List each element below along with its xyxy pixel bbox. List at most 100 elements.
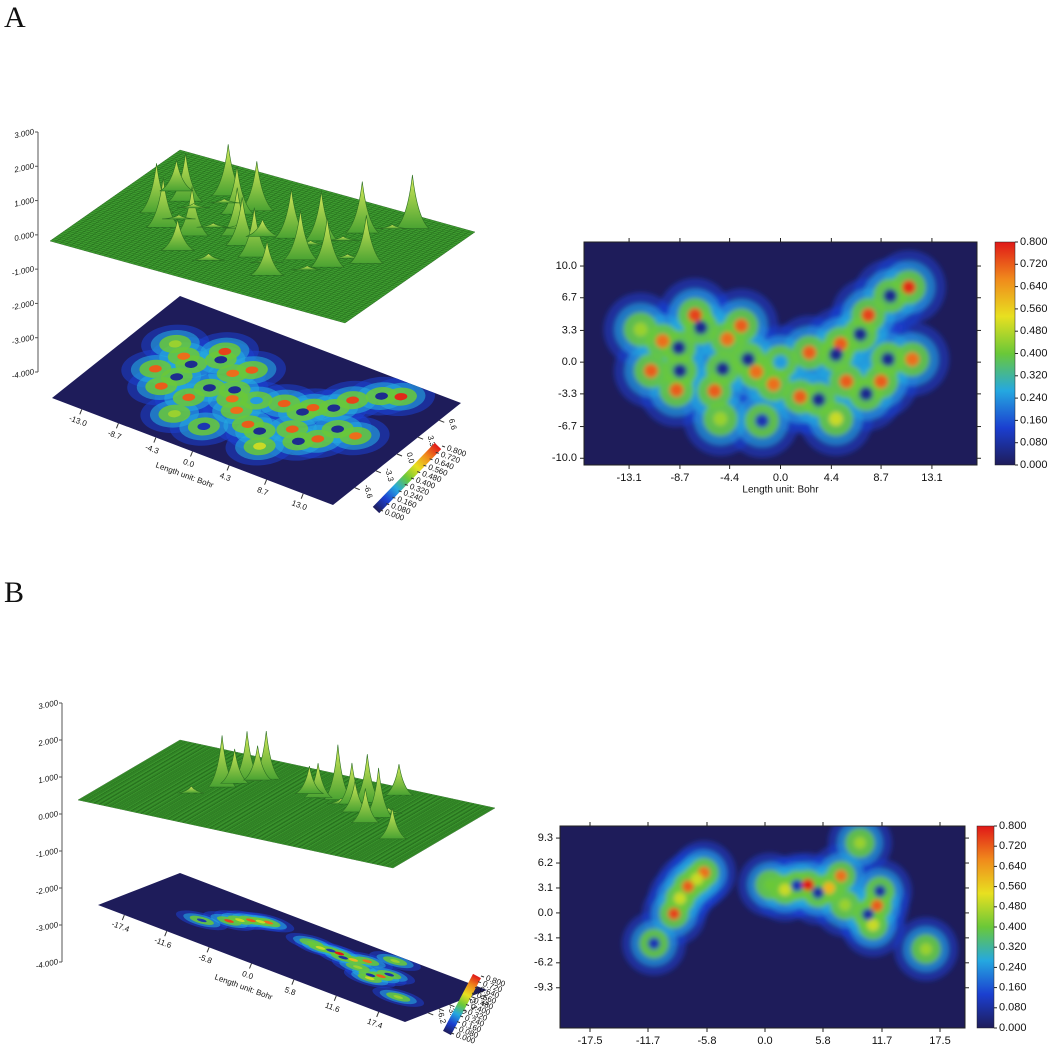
density-peak — [148, 365, 162, 373]
projection — [175, 910, 425, 1007]
x-tick — [190, 451, 193, 457]
density-peak — [390, 959, 400, 963]
density-peak — [253, 427, 267, 435]
density-peak — [384, 972, 395, 977]
x-tick-label: 0.0 — [757, 1035, 772, 1047]
density-peak — [901, 280, 916, 295]
surface-peak — [377, 807, 408, 840]
density-peak — [196, 918, 207, 923]
density-peak — [713, 411, 728, 426]
y-tick-label: 0.0 — [562, 356, 577, 368]
colorbar — [994, 241, 1016, 466]
density-peak — [655, 334, 670, 348]
density-peak — [362, 959, 373, 964]
x-tick-label: -17.5 — [577, 1035, 602, 1047]
surface-peak — [303, 191, 339, 242]
surface-peak — [290, 265, 324, 271]
y-tick-label: 6.6 — [447, 418, 459, 432]
z-tick-label: -1.000 — [11, 264, 36, 278]
density-peak — [348, 958, 359, 962]
surface-peak — [344, 181, 380, 234]
colorbar-tick — [480, 975, 485, 978]
mesh-line — [388, 807, 490, 867]
surface-peak — [309, 217, 345, 268]
density-peak — [255, 919, 266, 924]
colorbar-tick-label: 0.400 — [999, 921, 1027, 933]
density-peak — [669, 383, 684, 397]
density-peak — [197, 422, 211, 431]
density-peak — [182, 393, 196, 401]
y-tick-label: -3.3 — [558, 388, 577, 400]
colorbar-tick — [423, 464, 427, 467]
x-tick-label: 0.0 — [241, 969, 255, 981]
y-tick-label: 3.3 — [562, 324, 577, 336]
colorbar-tick — [398, 490, 402, 493]
colorbar-tick-label: 0.800 — [999, 820, 1027, 832]
density-peak — [394, 393, 408, 401]
x-tick-label: 4.4 — [824, 472, 839, 484]
x-tick-label: -8.7 — [670, 472, 689, 484]
projection-field — [175, 910, 425, 1007]
density-peak — [376, 974, 386, 979]
density-peak — [920, 943, 932, 956]
mesh-line — [393, 808, 495, 868]
density-peak — [633, 322, 648, 337]
density-peak — [224, 919, 234, 923]
density-peak — [671, 340, 686, 355]
density-peak — [311, 435, 325, 443]
surface-peak — [176, 203, 211, 209]
colorbar-tick-label: 0.000 — [999, 1022, 1027, 1034]
density-peak — [862, 908, 874, 921]
density-peak — [883, 288, 898, 303]
y-tick-label: 10.0 — [556, 260, 577, 272]
y-tick — [449, 1004, 455, 1008]
density-peak — [331, 425, 345, 433]
mesh-line — [340, 231, 470, 322]
mesh-line — [362, 801, 464, 861]
x-tick-label: -5.8 — [698, 1035, 717, 1047]
mesh-line — [158, 165, 453, 247]
mesh-line — [356, 800, 458, 860]
density-peak — [905, 352, 920, 367]
density-peak — [693, 320, 708, 335]
projection — [121, 324, 436, 466]
colorbar-tick-label: 0.240 — [1020, 392, 1048, 404]
colorbar-tick-label: 0.640 — [999, 860, 1027, 872]
density-peak — [682, 880, 694, 893]
x-tick-label: 8.7 — [256, 485, 270, 497]
z-tick-label: 1.000 — [37, 772, 59, 785]
y-tick — [439, 419, 445, 423]
y-tick-label: -3.3 — [383, 467, 395, 483]
density-peak — [867, 918, 879, 931]
y-tick-label: 0.0 — [405, 451, 417, 465]
density-peak — [292, 437, 305, 445]
density-peak — [218, 347, 232, 356]
density-peak — [203, 384, 216, 392]
density-peak — [170, 373, 184, 381]
density-peak — [839, 374, 854, 389]
z-tick-label: -2.000 — [11, 299, 36, 313]
x-tick-label: -13.0 — [68, 414, 89, 429]
density-peak — [674, 892, 686, 905]
density-peak — [881, 352, 895, 367]
x-tick — [206, 947, 210, 953]
mesh-line — [335, 229, 465, 320]
x-tick-label: 17.4 — [366, 1017, 384, 1031]
density-peak — [326, 948, 336, 953]
surface-peak — [191, 252, 226, 261]
density-peak — [393, 995, 404, 999]
surface-peak — [177, 785, 206, 794]
x-tick-label: -17.4 — [110, 919, 131, 934]
x-tick — [249, 963, 252, 969]
z-tick-label: -3.000 — [11, 333, 36, 347]
x-tick-label: 5.8 — [815, 1035, 830, 1047]
density-peak — [250, 396, 263, 405]
x-axis-label: Length unit: Bohr — [742, 485, 819, 496]
density-peak — [228, 386, 241, 394]
surface-peak — [239, 161, 275, 212]
density-peak — [802, 345, 817, 360]
density-peak — [315, 946, 326, 950]
colorbar-tick-label: 0.080 — [999, 1002, 1027, 1014]
y-tick — [438, 1008, 445, 1012]
